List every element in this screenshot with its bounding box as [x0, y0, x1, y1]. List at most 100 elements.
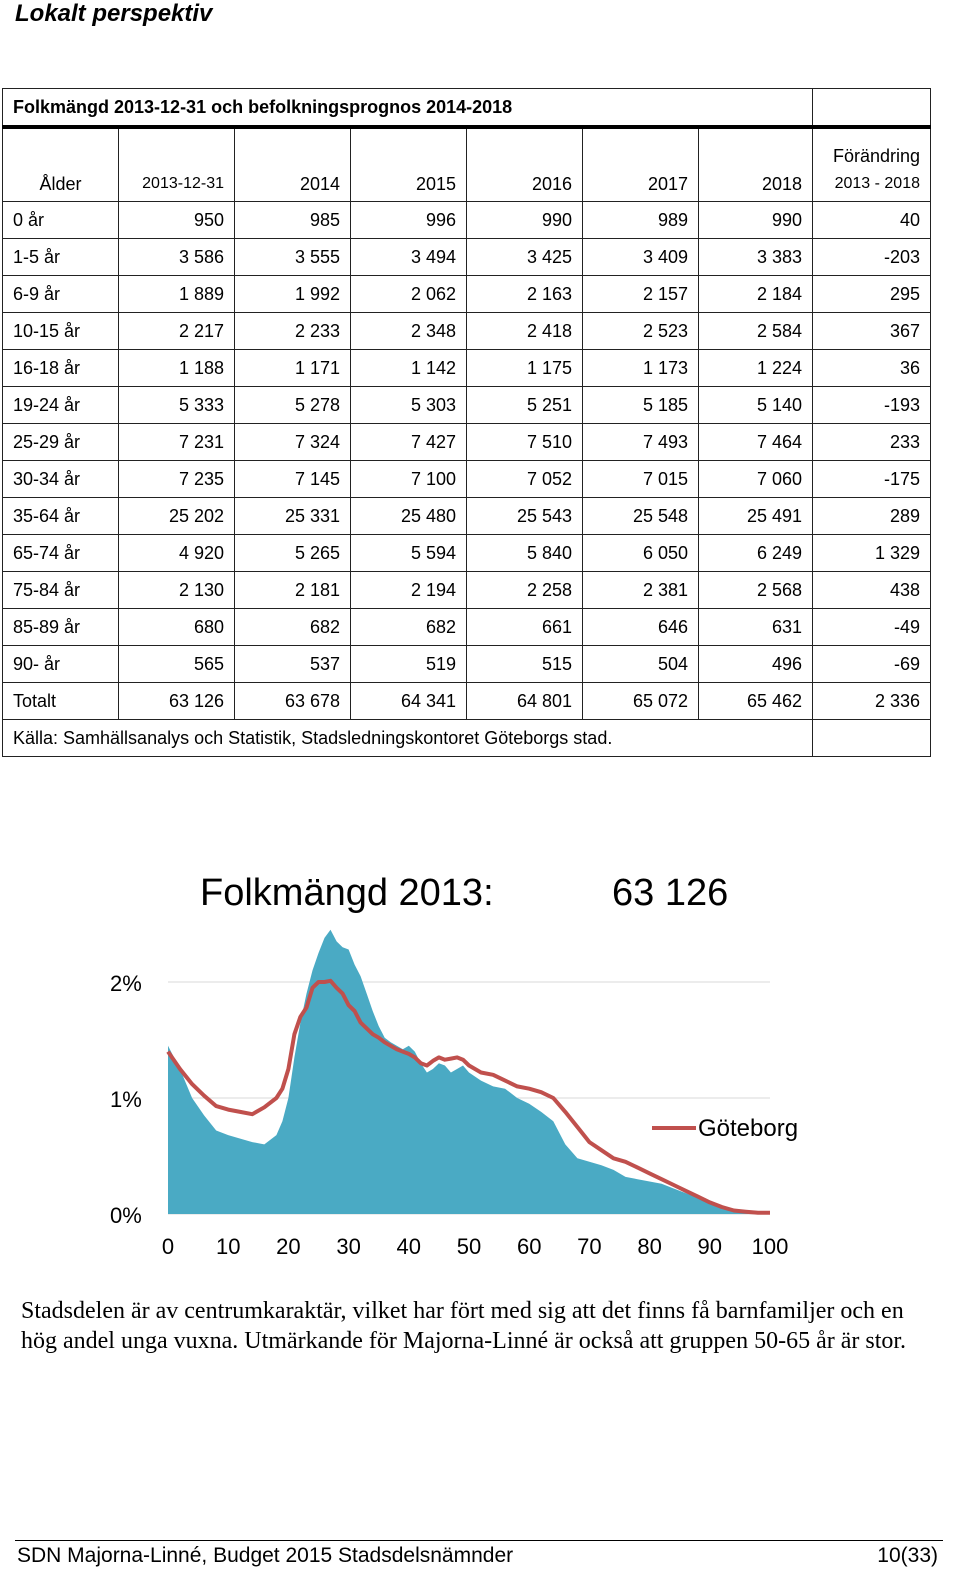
value-cell: 996	[350, 201, 467, 239]
value-cell: 7 060	[698, 460, 813, 498]
value-cell: 985	[234, 201, 351, 239]
table-row: 1-5 år 3 586 3 555 3 494 3 425 3 409 3 383 -203	[2, 238, 931, 276]
value-cell: 504	[582, 645, 699, 683]
table-title-empty-cell	[812, 88, 931, 129]
value-cell: -193	[812, 386, 931, 424]
row-label-cell: 25-29 år	[2, 423, 119, 461]
body-paragraph: Stadsdelen är av centrumkaraktär, vilket…	[21, 1298, 907, 1354]
chart-ticks: 0% 1% 2% 0 10 20 30 40 50 60 70 80 90 100	[110, 971, 788, 1259]
value-cell: 295	[812, 275, 931, 313]
value-cell: 4 920	[118, 534, 235, 572]
value-cell: 2 217	[118, 312, 235, 350]
value-cell: 25 331	[234, 497, 351, 535]
area-series-majorna-linne	[168, 929, 770, 1214]
table-title: Folkmängd 2013-12-31 och befolkningsprog…	[2, 88, 813, 129]
value-cell: 7 493	[582, 423, 699, 461]
table-row: 75-84 år 2 130 2 181 2 194 2 258 2 381 2 568 43…	[2, 571, 931, 609]
footer-page-number: 10(33)	[877, 1544, 938, 1567]
table-row: 90- år 565 537 519 515 504 496 -69	[2, 645, 931, 683]
value-cell: 1 142	[350, 349, 467, 387]
value-cell: 64 801	[466, 682, 583, 720]
row-label-cell: Totalt	[2, 682, 119, 720]
value-cell: 515	[466, 645, 583, 683]
value-cell: 65 462	[698, 682, 813, 720]
value-cell: 680	[118, 608, 235, 646]
value-cell: 2 381	[582, 571, 699, 609]
column-header-2014: 2014	[234, 167, 351, 202]
value-cell: 2 418	[466, 312, 583, 350]
header-empty-cell	[234, 126, 351, 167]
y-tick-label: 2%	[110, 971, 142, 996]
value-cell: 5 265	[234, 534, 351, 572]
value-cell: 1 329	[812, 534, 931, 572]
value-cell: 2 348	[350, 312, 467, 350]
value-cell: 2 584	[698, 312, 813, 350]
x-tick-label: 10	[216, 1234, 240, 1259]
change-header-top: Förändring	[812, 126, 931, 167]
row-label-cell: 35-64 år	[2, 497, 119, 535]
value-cell: 2 157	[582, 275, 699, 313]
value-cell: 2 194	[350, 571, 467, 609]
value-cell: 7 015	[582, 460, 699, 498]
value-cell: 25 480	[350, 497, 467, 535]
row-label-cell: 0 år	[2, 201, 119, 239]
value-cell: 36	[812, 349, 931, 387]
value-cell: 2 336	[812, 682, 931, 720]
value-cell: 25 543	[466, 497, 583, 535]
value-cell: 6 249	[698, 534, 813, 572]
value-cell: 565	[118, 645, 235, 683]
value-cell: 6 050	[582, 534, 699, 572]
value-cell: 989	[582, 201, 699, 239]
source-empty-cell	[812, 719, 931, 757]
value-cell: 1 171	[234, 349, 351, 387]
value-cell: 5 278	[234, 386, 351, 424]
chart-area-series	[168, 929, 770, 1214]
table-row: 25-29 år 7 231 7 324 7 427 7 510 7 493 7 464 23…	[2, 423, 931, 461]
x-tick-label: 60	[517, 1234, 541, 1259]
y-tick-label: 0%	[110, 1203, 142, 1228]
value-cell: -175	[812, 460, 931, 498]
value-cell: 1 173	[582, 349, 699, 387]
value-cell: 2 062	[350, 275, 467, 313]
x-tick-label: 0	[162, 1234, 174, 1259]
row-label-cell: 10-15 år	[2, 312, 119, 350]
value-cell: 1 175	[466, 349, 583, 387]
value-cell: 3 494	[350, 238, 467, 276]
header-empty-cell	[350, 126, 467, 167]
value-cell: 682	[350, 608, 467, 646]
x-tick-label: 90	[698, 1234, 722, 1259]
value-cell: 7 145	[234, 460, 351, 498]
table-source-row: Källa: Samhällsanalys och Statistik, Sta…	[2, 719, 931, 757]
table-row: 65-74 år 4 920 5 265 5 594 5 840 6 050 6 249 1 …	[2, 534, 931, 572]
value-cell: 5 840	[466, 534, 583, 572]
value-cell: 537	[234, 645, 351, 683]
x-tick-label: 40	[397, 1234, 421, 1259]
value-cell: 7 235	[118, 460, 235, 498]
row-label-cell: 75-84 år	[2, 571, 119, 609]
row-label-cell: 65-74 år	[2, 534, 119, 572]
column-header-2013: 2013-12-31	[118, 167, 235, 202]
line-series-goteborg	[166, 978, 770, 1215]
column-header-age: Ålder	[2, 167, 119, 202]
table-row: 30-34 år 7 235 7 145 7 100 7 052 7 015 7 060 -1…	[2, 460, 931, 498]
table-header-top-row: Förändring	[2, 126, 931, 167]
table-row: 85-89 år 680 682 682 661 646 631 -49	[2, 608, 931, 646]
value-cell: 25 548	[582, 497, 699, 535]
value-cell: 3 586	[118, 238, 235, 276]
chart-title: Folkmängd 2013:	[200, 872, 494, 914]
value-cell: 5 303	[350, 386, 467, 424]
value-cell: 519	[350, 645, 467, 683]
value-cell: 682	[234, 608, 351, 646]
value-cell: 2 568	[698, 571, 813, 609]
value-cell: 40	[812, 201, 931, 239]
value-cell: 2 184	[698, 275, 813, 313]
value-cell: 631	[698, 608, 813, 646]
x-tick-label: 20	[276, 1234, 300, 1259]
table-row: 35-64 år 25 202 25 331 25 480 25 543 25 548 25…	[2, 497, 931, 535]
x-tick-label: 70	[577, 1234, 601, 1259]
column-header-2017: 2017	[582, 167, 699, 202]
value-cell: 2 258	[466, 571, 583, 609]
value-cell: 1 992	[234, 275, 351, 313]
value-cell: 64 341	[350, 682, 467, 720]
x-tick-label: 30	[336, 1234, 360, 1259]
